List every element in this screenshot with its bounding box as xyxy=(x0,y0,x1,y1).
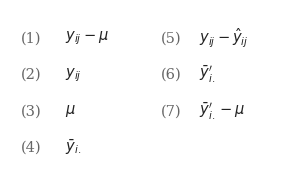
Text: $y_{ij} - \mu$: $y_{ij} - \mu$ xyxy=(65,29,109,47)
Text: $y_{ij}$: $y_{ij}$ xyxy=(65,66,82,84)
Text: (5): (5) xyxy=(160,31,181,45)
Text: (1): (1) xyxy=(21,31,41,45)
Text: $\bar{y}_{i.}$: $\bar{y}_{i.}$ xyxy=(65,138,81,157)
Text: (7): (7) xyxy=(160,104,181,118)
Text: (2): (2) xyxy=(21,68,41,82)
Text: $\bar{y}^{\prime}_{i.} - \mu$: $\bar{y}^{\prime}_{i.} - \mu$ xyxy=(199,101,245,122)
Text: $\bar{y}^{\prime}_{i.}$: $\bar{y}^{\prime}_{i.}$ xyxy=(199,64,215,85)
Text: (4): (4) xyxy=(21,141,41,155)
Text: $\mu$: $\mu$ xyxy=(65,103,76,119)
Text: (3): (3) xyxy=(21,104,42,118)
Text: $y_{ij} - \hat{y}_{ij}$: $y_{ij} - \hat{y}_{ij}$ xyxy=(199,27,249,50)
Text: (6): (6) xyxy=(160,68,181,82)
